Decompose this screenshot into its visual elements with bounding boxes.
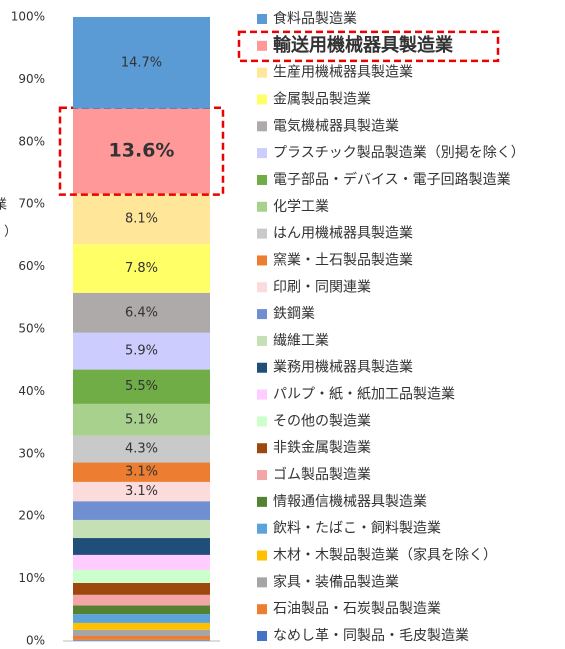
- bar-segment: [73, 462, 210, 482]
- value-label: 4.3%: [125, 442, 158, 457]
- value-label: 7.8%: [125, 261, 158, 276]
- y-axis-label: ）: [4, 225, 17, 240]
- bar-segment: [73, 605, 210, 615]
- legend-label: 業務用機械器具製造業: [273, 360, 413, 376]
- legend-swatch: [257, 416, 267, 427]
- legend-swatch: [257, 121, 267, 132]
- legend-swatch: [257, 604, 267, 615]
- legend-label: 金属製品製造業: [273, 91, 371, 107]
- value-label: 3.1%: [125, 484, 158, 499]
- value-label: 5.1%: [125, 412, 158, 427]
- legend-label: プラスチック製品製造業（別掲を除く）: [273, 145, 525, 161]
- legend-swatch: [257, 282, 267, 293]
- y-tick-label: 90%: [18, 72, 45, 86]
- value-label: 13.6%: [109, 140, 175, 162]
- bar-segment: [73, 538, 210, 555]
- bar-segment: [73, 554, 210, 570]
- value-label: 5.5%: [125, 379, 158, 394]
- bar-segment: [73, 519, 210, 539]
- bar-segment: [73, 594, 210, 606]
- y-axis-label: 業: [0, 197, 7, 213]
- legend-swatch: [257, 228, 267, 239]
- bar-segment: [73, 332, 210, 370]
- bar-segment: [73, 582, 210, 595]
- bar-segment: [73, 481, 210, 502]
- value-label: 8.1%: [125, 211, 158, 226]
- legend-swatch: [257, 67, 267, 78]
- legend-swatch: [257, 443, 267, 454]
- bar-segment: [73, 435, 210, 463]
- legend-swatch: [257, 14, 267, 24]
- legend-label: 電子部品・デバイス・電子回路製造業: [273, 171, 511, 188]
- legend-label: 窯業・土石製品製造業: [273, 251, 413, 268]
- legend-label: 生産用機械器具製造業: [273, 65, 413, 81]
- bar-segment: [73, 292, 210, 333]
- legend-label: その他の製造業: [273, 413, 371, 429]
- legend-swatch: [257, 389, 267, 400]
- legend-label: 木材・木製品製造業（家具を除く）: [273, 547, 497, 564]
- bar-segment: [73, 636, 210, 640]
- legend-label: 繊維工業: [273, 333, 329, 349]
- legend-label: なめし革・同製品・毛皮製造業: [273, 628, 469, 644]
- y-tick-label: 20%: [18, 509, 45, 523]
- legend-label: 非鉄金属製造業: [273, 440, 371, 456]
- legend-swatch: [257, 201, 267, 212]
- legend-label: パルプ・紙・紙加工品製造業: [273, 387, 455, 403]
- legend-label: 化学工業: [273, 199, 329, 215]
- legend-swatch: [257, 174, 267, 185]
- y-tick-label: 100%: [11, 10, 45, 24]
- legend-swatch: [257, 496, 267, 507]
- bar-segment: [73, 629, 210, 637]
- value-label: 5.9%: [125, 344, 158, 359]
- legend-label: 食料品製造業: [273, 10, 357, 27]
- bar-segment: [73, 403, 210, 436]
- legend-label: ゴム製品製造業: [273, 466, 371, 483]
- bar-segment: [73, 569, 210, 583]
- legend-swatch: [257, 470, 267, 481]
- legend-swatch: [257, 335, 267, 346]
- legend-label: 家具・装備品製造業: [273, 573, 399, 590]
- legend-swatch: [257, 631, 267, 641]
- legend-label: 情報通信機械器具製造業: [273, 494, 427, 510]
- value-label: 6.4%: [125, 305, 158, 320]
- legend-swatch: [257, 523, 267, 534]
- y-tick-label: 70%: [18, 197, 45, 211]
- legend-swatch: [257, 577, 267, 588]
- legend-label: 輸送用機械器具製造業: [273, 34, 454, 56]
- y-tick-label: 10%: [18, 571, 45, 585]
- highlight-box: [237, 30, 500, 63]
- y-tick-label: 30%: [18, 446, 45, 460]
- value-label: 3.1%: [125, 465, 158, 480]
- legend-swatch: [257, 94, 267, 105]
- legend-swatch: [257, 309, 267, 320]
- legend-label: 飲料・たばこ・飼料製造業: [273, 521, 441, 537]
- bar-segment: [73, 501, 210, 520]
- y-tick-label: 80%: [18, 134, 45, 148]
- bar-segment: [73, 108, 210, 194]
- bar-segment: [73, 244, 210, 293]
- legend-swatch: [257, 362, 267, 373]
- bar-segment: [73, 639, 210, 641]
- y-tick-label: 50%: [18, 322, 45, 336]
- legend-label: 石油製品・石炭製品製造業: [273, 601, 441, 617]
- bar-segment: [73, 622, 210, 630]
- legend-label: 鉄鋼業: [273, 306, 315, 322]
- bar-segment: [73, 17, 210, 109]
- legend-label: はん用機械器具製造業: [273, 226, 413, 242]
- bar-segment: [73, 193, 210, 245]
- legend-swatch: [257, 148, 267, 159]
- bar-segment: [73, 614, 210, 623]
- y-tick-label: 0%: [26, 634, 45, 646]
- legend-swatch: [257, 550, 267, 561]
- legend-swatch: [257, 40, 267, 51]
- y-tick-label: 40%: [18, 384, 45, 398]
- value-label: 14.7%: [121, 55, 162, 70]
- legend-swatch: [257, 255, 267, 266]
- legend-label: 印刷・同関連業: [273, 279, 371, 295]
- bar-segment: [73, 369, 210, 404]
- y-tick-label: 60%: [18, 259, 45, 273]
- legend-label: 電気機械器具製造業: [273, 118, 399, 134]
